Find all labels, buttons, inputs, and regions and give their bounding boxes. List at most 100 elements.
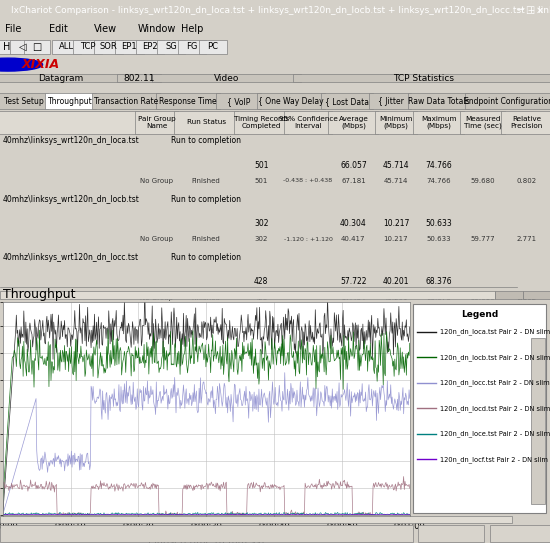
Text: 0.162: 0.162: [343, 453, 364, 462]
Text: 59.704: 59.704: [470, 353, 495, 359]
Text: 10.217: 10.217: [384, 236, 408, 242]
Text: 40mhz\linksys_wrt120n_dn_locc.tst: 40mhz\linksys_wrt120n_dn_locc.tst: [3, 253, 139, 262]
Text: □: □: [32, 42, 41, 52]
Text: Test Setup: Test Setup: [3, 97, 43, 106]
Text: Video: Video: [214, 74, 240, 83]
FancyBboxPatch shape: [174, 111, 238, 134]
Text: Datagram: Datagram: [38, 74, 83, 83]
Text: 0.071: 0.071: [385, 453, 407, 462]
Text: 74.766: 74.766: [425, 161, 452, 169]
FancyBboxPatch shape: [135, 111, 178, 134]
Text: TCP Statistics: TCP Statistics: [393, 74, 454, 83]
Text: 120n_dn_loce.tst Pair 2 - DN slim: 120n_dn_loce.tst Pair 2 - DN slim: [440, 431, 550, 437]
Text: 45.714: 45.714: [384, 178, 408, 184]
FancyBboxPatch shape: [284, 111, 332, 134]
Text: 0.802: 0.802: [516, 178, 537, 184]
Text: 0.543: 0.543: [386, 353, 406, 359]
Bar: [490, 525, 550, 542]
FancyBboxPatch shape: [293, 74, 550, 83]
Text: Run to completion: Run to completion: [171, 428, 241, 438]
Text: 120n_dn_locd.tst Pair 2 - DN slim: 120n_dn_locd.tst Pair 2 - DN slim: [440, 405, 550, 412]
FancyBboxPatch shape: [94, 40, 123, 54]
FancyBboxPatch shape: [0, 111, 139, 134]
Text: 428: 428: [254, 277, 268, 287]
FancyBboxPatch shape: [24, 40, 50, 54]
FancyBboxPatch shape: [178, 40, 206, 54]
Bar: [0, 292, 495, 299]
Text: 14.197: 14.197: [514, 353, 539, 359]
Text: 528: 528: [254, 336, 268, 345]
FancyBboxPatch shape: [501, 111, 550, 134]
Text: XIXIA: XIXIA: [22, 58, 60, 71]
Text: 40mhz\linksys_wrt120n_dn_loce.tst: 40mhz\linksys_wrt120n_dn_loce.tst: [3, 370, 139, 379]
Text: No Group: No Group: [140, 470, 173, 476]
Text: View: View: [94, 24, 117, 34]
Text: 67.181: 67.181: [341, 178, 366, 184]
Circle shape: [0, 58, 42, 71]
Text: Relative
Precision: Relative Precision: [510, 116, 543, 129]
Text: { One Way Delay: { One Way Delay: [258, 97, 324, 106]
Text: 120n_dn_locb.tst Pair 2 - DN slim: 120n_dn_locb.tst Pair 2 - DN slim: [440, 354, 550, 361]
Text: 95% Confidence
Interval: 95% Confidence Interval: [278, 116, 338, 129]
Text: Throughput: Throughput: [3, 288, 75, 301]
Text: Help: Help: [182, 24, 204, 34]
Text: Run to completion: Run to completion: [171, 253, 241, 262]
Text: 40mhz\linksys_wrt120n_dn_loca.tst: 40mhz\linksys_wrt120n_dn_loca.tst: [3, 136, 140, 146]
Text: { Lost Data: { Lost Data: [325, 97, 369, 106]
Text: 57.722: 57.722: [340, 277, 367, 287]
Text: Finished: Finished: [192, 412, 221, 418]
Text: Average
(Mbps): Average (Mbps): [338, 116, 368, 129]
Text: 68.376: 68.376: [426, 294, 451, 300]
Text: 802.11: 802.11: [123, 74, 155, 83]
FancyBboxPatch shape: [136, 40, 164, 54]
X-axis label: Elapsed time (h:mm:ss): Elapsed time (h:mm:ss): [148, 537, 265, 543]
Text: 528: 528: [255, 353, 268, 359]
FancyBboxPatch shape: [0, 74, 125, 83]
Text: { VoIP: { VoIP: [227, 97, 251, 106]
Text: EP1: EP1: [122, 42, 137, 51]
FancyBboxPatch shape: [117, 74, 161, 83]
Text: Finished: Finished: [192, 294, 221, 300]
Text: 0.457: 0.457: [428, 470, 449, 476]
Text: -0.438 : +0.438: -0.438 : +0.438: [283, 178, 333, 183]
FancyBboxPatch shape: [0, 93, 48, 110]
FancyBboxPatch shape: [52, 40, 81, 54]
Bar: [418, 525, 484, 542]
Text: No Group: No Group: [140, 412, 173, 418]
Text: Raw Data Totals: Raw Data Totals: [408, 97, 470, 106]
Text: 26.667: 26.667: [426, 353, 451, 359]
Text: Finished: Finished: [192, 470, 221, 476]
Bar: [522, 292, 550, 299]
Text: Timing Records
Completed: Timing Records Completed: [234, 116, 289, 129]
Text: 40.201: 40.201: [383, 277, 409, 287]
Text: 1.900: 1.900: [343, 412, 364, 418]
Text: Edit: Edit: [50, 24, 68, 34]
Text: 142: 142: [254, 394, 268, 403]
FancyBboxPatch shape: [465, 93, 550, 110]
Text: 0.543: 0.543: [385, 336, 407, 345]
Text: Window: Window: [138, 24, 176, 34]
Text: 59.795: 59.795: [470, 412, 495, 418]
Text: 4.396: 4.396: [428, 412, 449, 418]
FancyBboxPatch shape: [216, 93, 261, 110]
Text: 26.667: 26.667: [425, 336, 452, 345]
Text: No Group: No Group: [140, 178, 173, 184]
Bar: [0, 525, 412, 542]
Text: { Jitter: { Jitter: [377, 97, 404, 106]
FancyBboxPatch shape: [460, 111, 505, 134]
Text: 59.777: 59.777: [470, 236, 495, 242]
Text: 1.897: 1.897: [343, 394, 364, 403]
Text: 501: 501: [254, 161, 268, 169]
Text: PC: PC: [207, 42, 218, 51]
Text: 120n_dn_locc.tst Pair 2 - DN slim: 120n_dn_locc.tst Pair 2 - DN slim: [440, 380, 549, 386]
FancyBboxPatch shape: [157, 40, 185, 54]
Text: H: H: [3, 42, 10, 52]
Text: Throughput: Throughput: [48, 97, 93, 106]
Text: 66.057: 66.057: [340, 161, 367, 169]
Text: ◁: ◁: [19, 42, 27, 52]
Text: FG: FG: [186, 42, 197, 51]
FancyBboxPatch shape: [234, 111, 288, 134]
FancyBboxPatch shape: [369, 93, 411, 110]
Text: Maximum
(Mbps): Maximum (Mbps): [421, 116, 456, 129]
Bar: [531, 338, 545, 504]
